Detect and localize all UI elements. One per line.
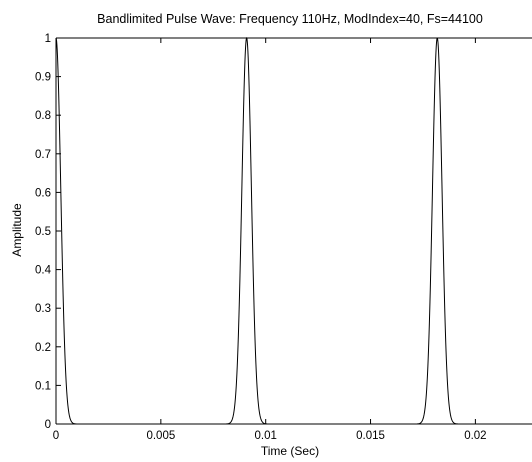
y-tick-label: 0.7 bbox=[35, 149, 51, 161]
x-tick-label: 0 bbox=[53, 430, 59, 442]
x-tick-label: 0.01 bbox=[254, 430, 276, 442]
axes bbox=[55, 37, 532, 425]
y-tick-label: 1 bbox=[45, 33, 51, 45]
y-tick-label: 0.1 bbox=[35, 380, 51, 392]
y-tick-label: 0.8 bbox=[35, 110, 51, 122]
y-tick-label: 0.9 bbox=[35, 72, 51, 84]
y-axis-label: Amplitude bbox=[10, 203, 24, 257]
y-tick-label: 0.5 bbox=[35, 226, 51, 238]
y-tick-label: 0.6 bbox=[35, 187, 51, 199]
x-tick-label: 0.015 bbox=[356, 430, 385, 442]
y-tick-label: 0.4 bbox=[35, 265, 52, 277]
y-tick-label: 0 bbox=[45, 419, 51, 431]
x-axis-label: Time (Sec) bbox=[261, 444, 319, 458]
y-tick-label: 0.3 bbox=[35, 303, 51, 315]
tick-marks bbox=[55, 37, 476, 425]
y-tick-label: 0.2 bbox=[35, 342, 51, 354]
plot-area bbox=[55, 36, 532, 425]
x-tick-label: 0.02 bbox=[464, 430, 486, 442]
x-tick-label: 0.005 bbox=[146, 430, 175, 442]
series-line bbox=[55, 36, 532, 425]
tick-labels: 0 0.005 0.01 0.015 0.02 0 0.1 0.2 0.3 0.4 0.5 0.6 0.… bbox=[35, 33, 487, 442]
chart-title: Bandlimited Pulse Wave: Frequency 110Hz,… bbox=[97, 12, 483, 26]
